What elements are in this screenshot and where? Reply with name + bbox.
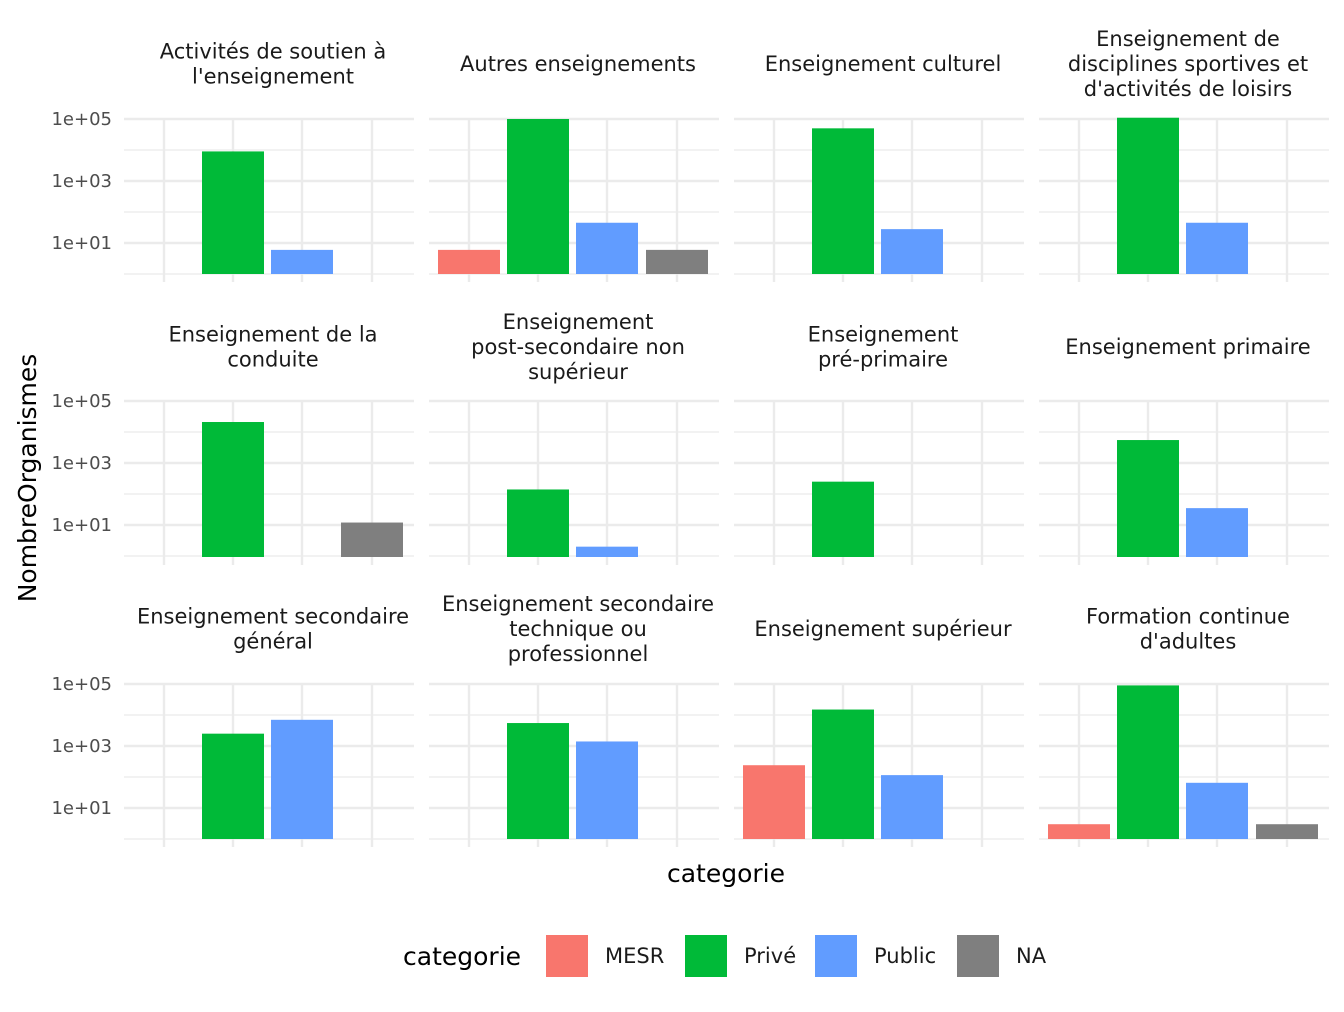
bar-prive (812, 709, 874, 839)
legend-item-prive: Privé (685, 935, 796, 977)
bar-public (881, 775, 943, 839)
legend-label: Public (874, 944, 936, 968)
bar-prive (1117, 685, 1179, 839)
bar-prive (1117, 440, 1179, 557)
facet-title-line: Enseignement secondaire (137, 605, 409, 629)
legend-item-mesr: MESR (546, 935, 664, 977)
bar-na (646, 249, 708, 274)
bar-prive (812, 481, 874, 557)
y-tick-label: 1e+03 (51, 736, 112, 757)
legend-swatch (815, 935, 857, 977)
y-tick-label: 1e+03 (51, 453, 112, 474)
facet-title-line: professionnel (508, 642, 649, 666)
y-tick-label: 1e+05 (51, 674, 112, 695)
facet-title-line: général (233, 630, 313, 654)
legend-items: MESR Privé Public NA (546, 935, 1047, 977)
panel-autres-enseignements: Autres enseignements (429, 52, 719, 282)
bar-public (576, 741, 638, 839)
facet-title-line: supérieur (528, 360, 628, 384)
legend-item-na: NA (957, 935, 1047, 977)
bar-public (1186, 222, 1248, 274)
legend-title: categorie (403, 942, 521, 971)
facet-title-line: Autres enseignements (460, 52, 696, 76)
y-tick-label: 1e+03 (51, 171, 112, 192)
bar-mesr (1048, 824, 1110, 839)
y-tick-label: 1e+01 (51, 233, 112, 254)
legend-label: NA (1016, 944, 1047, 968)
y-tick-label: 1e+05 (51, 391, 112, 412)
legend-label: Privé (744, 944, 796, 968)
bar-na (341, 522, 403, 557)
facet-title-line: conduite (227, 348, 318, 372)
y-tick-label: 1e+01 (51, 798, 112, 819)
facet-title-line: Enseignement primaire (1065, 335, 1310, 359)
bar-public (881, 229, 943, 274)
facet-title-line: Formation continue (1086, 605, 1290, 629)
legend-swatch (957, 935, 999, 977)
bar-public (271, 719, 333, 839)
facet-title-line: pré-primaire (818, 348, 948, 372)
bar-prive (1117, 117, 1179, 274)
legend-swatch (685, 935, 727, 977)
facet-title-line: Enseignement de la (168, 323, 377, 347)
facet-title-line: Enseignement de (1096, 27, 1280, 51)
bar-mesr (438, 249, 500, 274)
panels-layer: Activités de soutien àl'enseignement 1e+0… (51, 27, 1329, 847)
bar-public (1186, 508, 1248, 557)
legend: categorie MESR Privé Public NA (403, 935, 1047, 977)
facet-title-line: l'enseignement (192, 65, 354, 89)
y-axis-title: NombreOrganismes (13, 354, 42, 603)
legend-label: MESR (605, 944, 664, 968)
bar-public (271, 249, 333, 274)
facet-title-line: Enseignement culturel (765, 52, 1002, 76)
panel-enseignement-primaire: Enseignement primaire (1039, 335, 1329, 565)
legend-item-public: Public (815, 935, 936, 977)
panel-enseignement-culturel: Enseignement culturel (734, 52, 1024, 282)
facet-title-line: Enseignement supérieur (754, 617, 1012, 641)
bar-public (576, 546, 638, 557)
facet-title-line: Activités de soutien à (160, 40, 387, 64)
bar-prive (202, 733, 264, 839)
facet-title-line: disciplines sportives et (1068, 52, 1308, 76)
facet-title-line: d'adultes (1140, 630, 1237, 654)
facet-title-line: Enseignement (503, 310, 654, 334)
facet-title-line: Enseignement secondaire (442, 592, 714, 616)
facet-title-line: Enseignement (808, 323, 959, 347)
y-tick-label: 1e+05 (51, 109, 112, 130)
bar-mesr (743, 765, 805, 839)
facet-title-line: post-secondaire non (471, 335, 685, 359)
legend-swatch (546, 935, 588, 977)
panel-activites-de-soutien-a-l-enseignement: Activités de soutien àl'enseignement 1e+0… (51, 40, 414, 282)
bar-prive (507, 489, 569, 557)
facet-title-line: technique ou (509, 617, 647, 641)
panel-enseignement-superieur: Enseignement supérieur (734, 617, 1024, 847)
bar-prive (202, 151, 264, 274)
bar-na (1256, 824, 1318, 839)
bar-prive (202, 422, 264, 557)
bar-public (576, 222, 638, 274)
bar-prive (812, 128, 874, 274)
bar-prive (507, 119, 569, 274)
bar-public (1186, 782, 1248, 839)
bar-prive (507, 723, 569, 839)
x-axis-title: categorie (667, 859, 785, 888)
facet-title-line: d'activités de loisirs (1084, 77, 1292, 101)
y-tick-label: 1e+01 (51, 515, 112, 536)
